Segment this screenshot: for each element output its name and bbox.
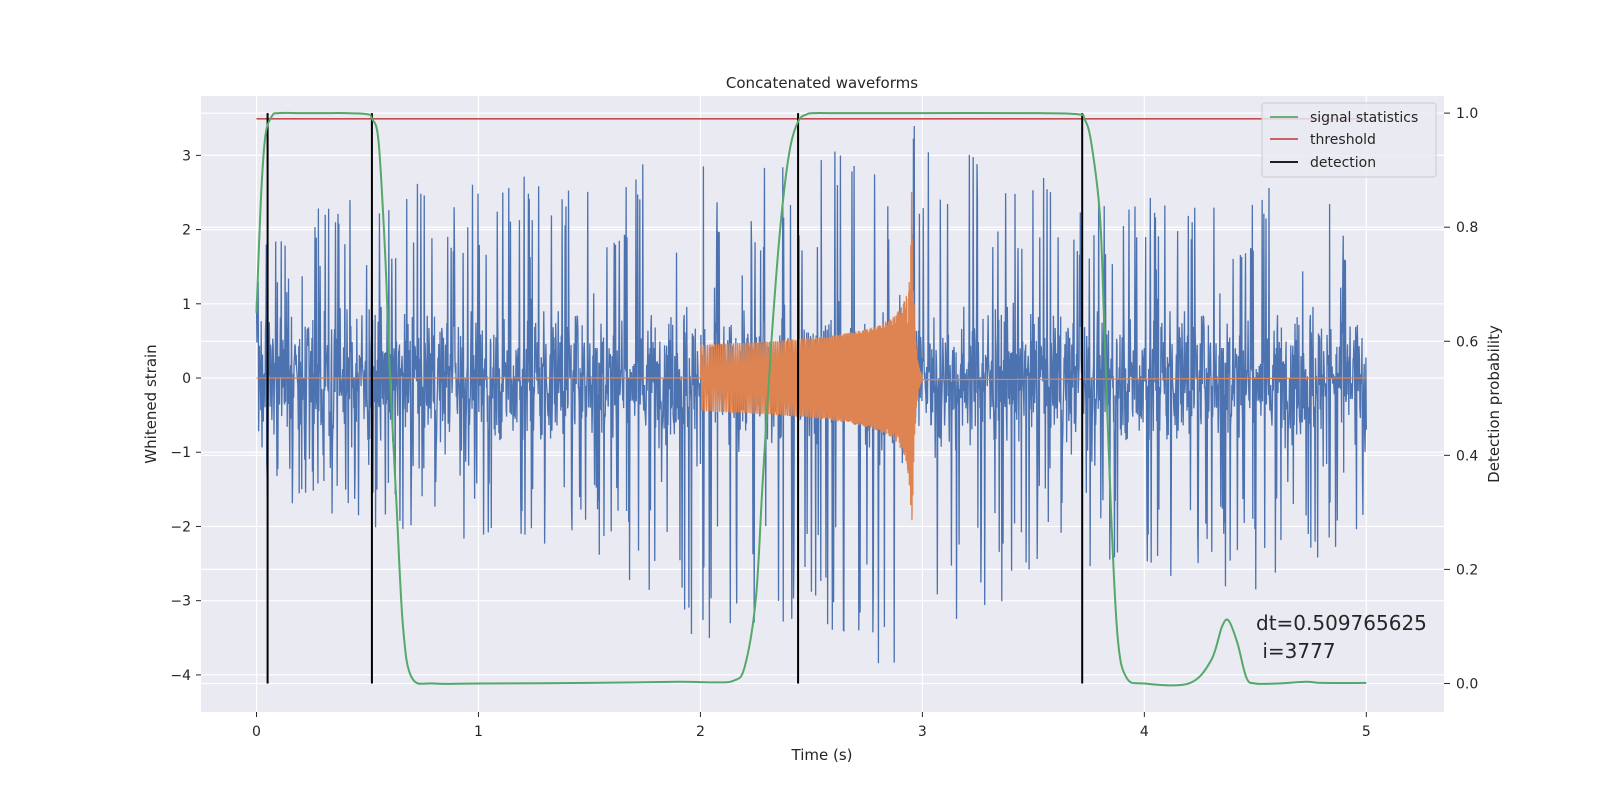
annotation-dt: dt=0.509765625 [1256, 611, 1427, 635]
x-tick-label-2: 2 [696, 724, 705, 740]
injection-line [256, 192, 1367, 521]
legend-entry-detection: detection [1310, 155, 1376, 171]
chart-title: Concatenated waveforms [726, 74, 918, 92]
y-tick-label-0: −4 [170, 668, 191, 684]
y-right-tick-label-3: 0.6 [1456, 334, 1478, 350]
y-right-tick-label-0: 0.0 [1456, 676, 1478, 692]
strain-line [255, 125, 1367, 664]
legend-entry-signal-statistics: signal statistics [1310, 110, 1418, 126]
y-tick-label-5: 1 [182, 297, 191, 313]
y-tick-label-7: 3 [182, 148, 191, 164]
y-right-tick-label-1: 0.2 [1456, 562, 1478, 578]
x-tick-label-5: 5 [1362, 724, 1371, 740]
y-axis-label: Whitened strain [142, 344, 160, 463]
signal-statistics-line [255, 111, 1367, 687]
annotation-index: i=3777 [1256, 639, 1336, 663]
axis-ticks: 0 1 2 3 4 5 −4 −3 −2 −1 0 1 2 3 0.0 0.2 0.4 0.6 0.8 1.0 [170, 106, 1478, 740]
injection-series [256, 192, 1367, 521]
strain-series [255, 125, 1367, 664]
y-tick-label-1: −3 [170, 594, 191, 610]
y-tick-label-3: −1 [170, 445, 191, 461]
y-tick-label-4: 0 [182, 371, 191, 387]
y-right-tick-label-5: 1.0 [1456, 106, 1478, 122]
signal-statistics-series [255, 111, 1367, 687]
legend: signal statistics threshold detection [1261, 102, 1437, 178]
y-tick-label-6: 2 [182, 223, 191, 239]
legend-entry-threshold: threshold [1310, 132, 1376, 148]
x-tick-label-4: 4 [1140, 724, 1149, 740]
legend-box [1261, 102, 1437, 178]
y-right-tick-label-2: 0.4 [1456, 448, 1478, 464]
y-right-tick-label-4: 0.8 [1456, 220, 1478, 236]
x-axis-label: Time (s) [791, 746, 853, 764]
x-tick-label-3: 3 [918, 724, 927, 740]
y-tick-label-2: −2 [170, 519, 191, 535]
y-axis-right-label: Detection probability [1485, 325, 1503, 483]
x-tick-label-0: 0 [252, 724, 261, 740]
x-tick-label-1: 1 [474, 724, 483, 740]
detection-series [266, 113, 1084, 684]
